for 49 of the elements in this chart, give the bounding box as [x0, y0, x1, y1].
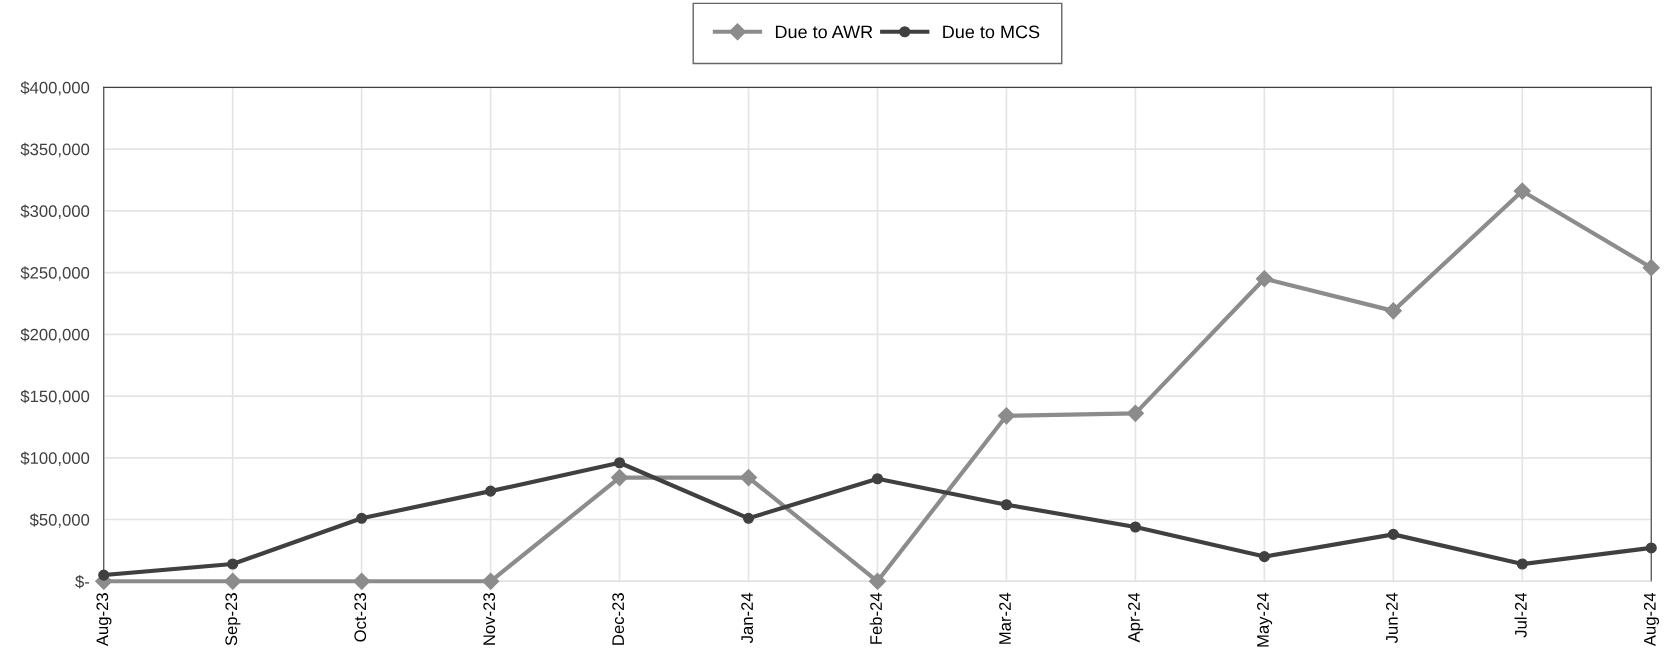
- x-tick-label: May-24: [1257, 592, 1273, 647]
- x-tick-label: Mar-24: [999, 592, 1011, 644]
- x-tick-label: Sep-23: [225, 593, 241, 646]
- point: [871, 473, 884, 485]
- point: [611, 469, 629, 487]
- legend-label: Due to AWR: [775, 25, 873, 39]
- y-tick-label: $300,000: [20, 204, 90, 220]
- x-tick-label: Apr-24: [1128, 592, 1144, 643]
- point: [356, 512, 368, 524]
- point: [1255, 270, 1273, 288]
- x-tick-label: Jul-24: [1514, 592, 1527, 638]
- point: [1129, 521, 1141, 533]
- point: [98, 569, 110, 581]
- y-tick-label: $350,000: [20, 142, 90, 158]
- point: [742, 512, 755, 524]
- y-tick-label: $150,000: [20, 389, 90, 405]
- point: [227, 558, 239, 570]
- point: [1126, 404, 1144, 422]
- x-tick-label: Aug-24: [1643, 592, 1660, 647]
- y-tick-label: $250,000: [20, 266, 90, 281]
- y-tick-label: $100,000: [20, 451, 90, 466]
- x-tick-label: Nov-23: [483, 593, 496, 645]
- point: [997, 407, 1016, 425]
- point: [1384, 302, 1402, 320]
- y-tick-label: $50,000: [29, 513, 90, 528]
- x-tick-label: Oct-23: [354, 593, 367, 642]
- point: [1258, 551, 1270, 563]
- y-tick-label: $-: [75, 574, 90, 589]
- x-tick-label: Jan-24: [741, 592, 753, 644]
- point: [1000, 499, 1013, 511]
- point: [1513, 182, 1531, 200]
- point: [224, 572, 242, 590]
- point: [485, 485, 497, 497]
- point: [482, 572, 500, 590]
- x-tick-label: Jun-24: [1386, 592, 1398, 644]
- point: [739, 469, 758, 487]
- y-tick-label: $200,000: [20, 328, 90, 343]
- y-tick-label: $400,000: [20, 81, 90, 96]
- legend-label: Due to MCS: [943, 25, 1040, 39]
- point: [614, 457, 626, 469]
- x-tick-label: Aug-23: [96, 593, 112, 647]
- point: [353, 572, 371, 590]
- point: [1387, 528, 1399, 540]
- point: [1642, 259, 1660, 277]
- point: [1645, 542, 1657, 554]
- point: [1516, 558, 1528, 570]
- x-tick-label: Feb-24: [869, 592, 882, 644]
- point: [868, 572, 887, 590]
- x-tick-label: Dec-23: [612, 593, 625, 645]
